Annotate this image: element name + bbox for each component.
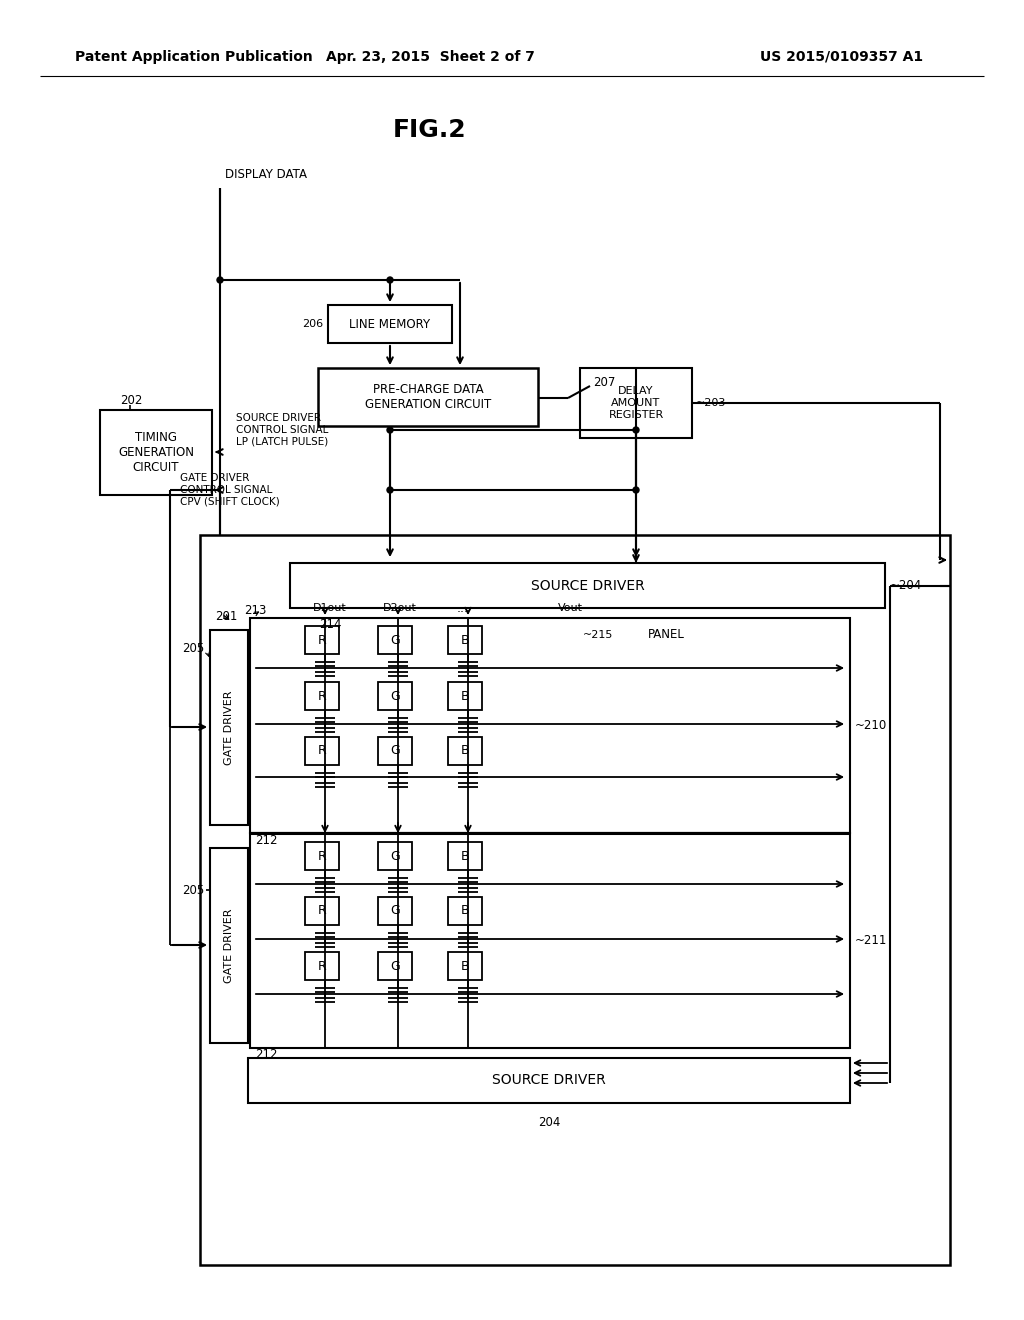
Text: 204: 204	[538, 1117, 560, 1130]
Bar	[210, 630, 248, 825]
Text: G: G	[390, 904, 400, 917]
Text: R: R	[317, 634, 327, 647]
Text: PRE-CHARGE DATA
GENERATION CIRCUIT: PRE-CHARGE DATA GENERATION CIRCUIT	[365, 383, 492, 411]
Text: ~210: ~210	[855, 719, 887, 733]
Text: 212: 212	[255, 1048, 278, 1061]
Bar	[449, 898, 482, 925]
Text: ~204: ~204	[890, 579, 923, 591]
Text: D1out: D1out	[313, 603, 347, 612]
Text: 205: 205	[181, 883, 204, 896]
Circle shape	[387, 487, 393, 492]
Bar	[305, 842, 339, 870]
Bar	[449, 737, 482, 766]
Text: R: R	[317, 960, 327, 973]
Text: LINE MEMORY: LINE MEMORY	[349, 318, 430, 330]
Text: B: B	[461, 904, 469, 917]
Bar	[449, 626, 482, 653]
Text: 205: 205	[181, 642, 204, 655]
Bar	[378, 737, 412, 766]
Text: ...: ...	[457, 602, 469, 615]
Text: G: G	[390, 689, 400, 702]
Text: ~211: ~211	[855, 935, 888, 946]
Text: TIMING
GENERATION
CIRCUIT: TIMING GENERATION CIRCUIT	[118, 432, 194, 474]
Text: ~203: ~203	[696, 399, 726, 408]
Text: R: R	[317, 744, 327, 758]
Bar	[100, 411, 212, 495]
Text: GATE DRIVER: GATE DRIVER	[224, 908, 234, 983]
Circle shape	[387, 277, 393, 282]
Text: R: R	[317, 689, 327, 702]
Text: 201: 201	[215, 610, 238, 623]
Bar	[200, 535, 950, 1265]
Text: FIG.2: FIG.2	[393, 117, 467, 143]
Text: US 2015/0109357 A1: US 2015/0109357 A1	[760, 50, 923, 63]
Text: G: G	[390, 850, 400, 862]
Text: SOURCE DRIVER: SOURCE DRIVER	[493, 1073, 606, 1088]
Text: SOURCE DRIVER
CONTROL SIGNAL
LP (LATCH PULSE): SOURCE DRIVER CONTROL SIGNAL LP (LATCH P…	[236, 413, 329, 446]
Text: SOURCE DRIVER: SOURCE DRIVER	[530, 578, 644, 593]
Bar	[248, 1059, 850, 1104]
Bar	[328, 305, 452, 343]
Bar	[378, 842, 412, 870]
Text: Patent Application Publication: Patent Application Publication	[75, 50, 312, 63]
Text: GATE DRIVER
CONTROL SIGNAL
CPV (SHIFT CLOCK): GATE DRIVER CONTROL SIGNAL CPV (SHIFT CL…	[180, 474, 280, 507]
Bar	[378, 626, 412, 653]
Text: R: R	[317, 850, 327, 862]
Text: GATE DRIVER: GATE DRIVER	[224, 690, 234, 764]
Text: B: B	[461, 850, 469, 862]
Text: B: B	[461, 634, 469, 647]
Text: DISPLAY DATA: DISPLAY DATA	[225, 169, 307, 181]
Text: 206: 206	[302, 319, 323, 329]
Bar	[449, 952, 482, 979]
Text: ~215: ~215	[583, 630, 613, 640]
Bar	[378, 898, 412, 925]
Bar	[250, 618, 850, 833]
Text: R: R	[317, 904, 327, 917]
Text: 212: 212	[255, 833, 278, 846]
Bar	[449, 842, 482, 870]
Text: B: B	[461, 744, 469, 758]
Circle shape	[633, 426, 639, 433]
Text: G: G	[390, 960, 400, 973]
Bar	[305, 898, 339, 925]
Text: G: G	[390, 744, 400, 758]
Bar	[318, 368, 538, 426]
Text: G: G	[390, 634, 400, 647]
Bar	[580, 368, 692, 438]
Text: 202: 202	[120, 393, 142, 407]
Text: 214: 214	[318, 619, 341, 631]
Text: D2out: D2out	[383, 603, 417, 612]
Bar	[305, 737, 339, 766]
Bar	[378, 682, 412, 710]
Bar	[378, 952, 412, 979]
Text: Vout: Vout	[557, 603, 583, 612]
Text: B: B	[461, 689, 469, 702]
Circle shape	[633, 487, 639, 492]
Bar	[250, 833, 850, 1048]
Text: B: B	[461, 960, 469, 973]
Bar	[290, 564, 885, 609]
Bar	[449, 682, 482, 710]
Circle shape	[217, 277, 223, 282]
Bar	[305, 626, 339, 653]
Bar	[210, 847, 248, 1043]
Text: PANEL: PANEL	[648, 628, 685, 642]
Circle shape	[387, 426, 393, 433]
Text: 213: 213	[244, 603, 266, 616]
Bar	[305, 952, 339, 979]
Text: DELAY
AMOUNT
REGISTER: DELAY AMOUNT REGISTER	[608, 387, 664, 420]
Text: Apr. 23, 2015  Sheet 2 of 7: Apr. 23, 2015 Sheet 2 of 7	[326, 50, 535, 63]
Text: 207: 207	[593, 375, 615, 388]
Bar	[305, 682, 339, 710]
